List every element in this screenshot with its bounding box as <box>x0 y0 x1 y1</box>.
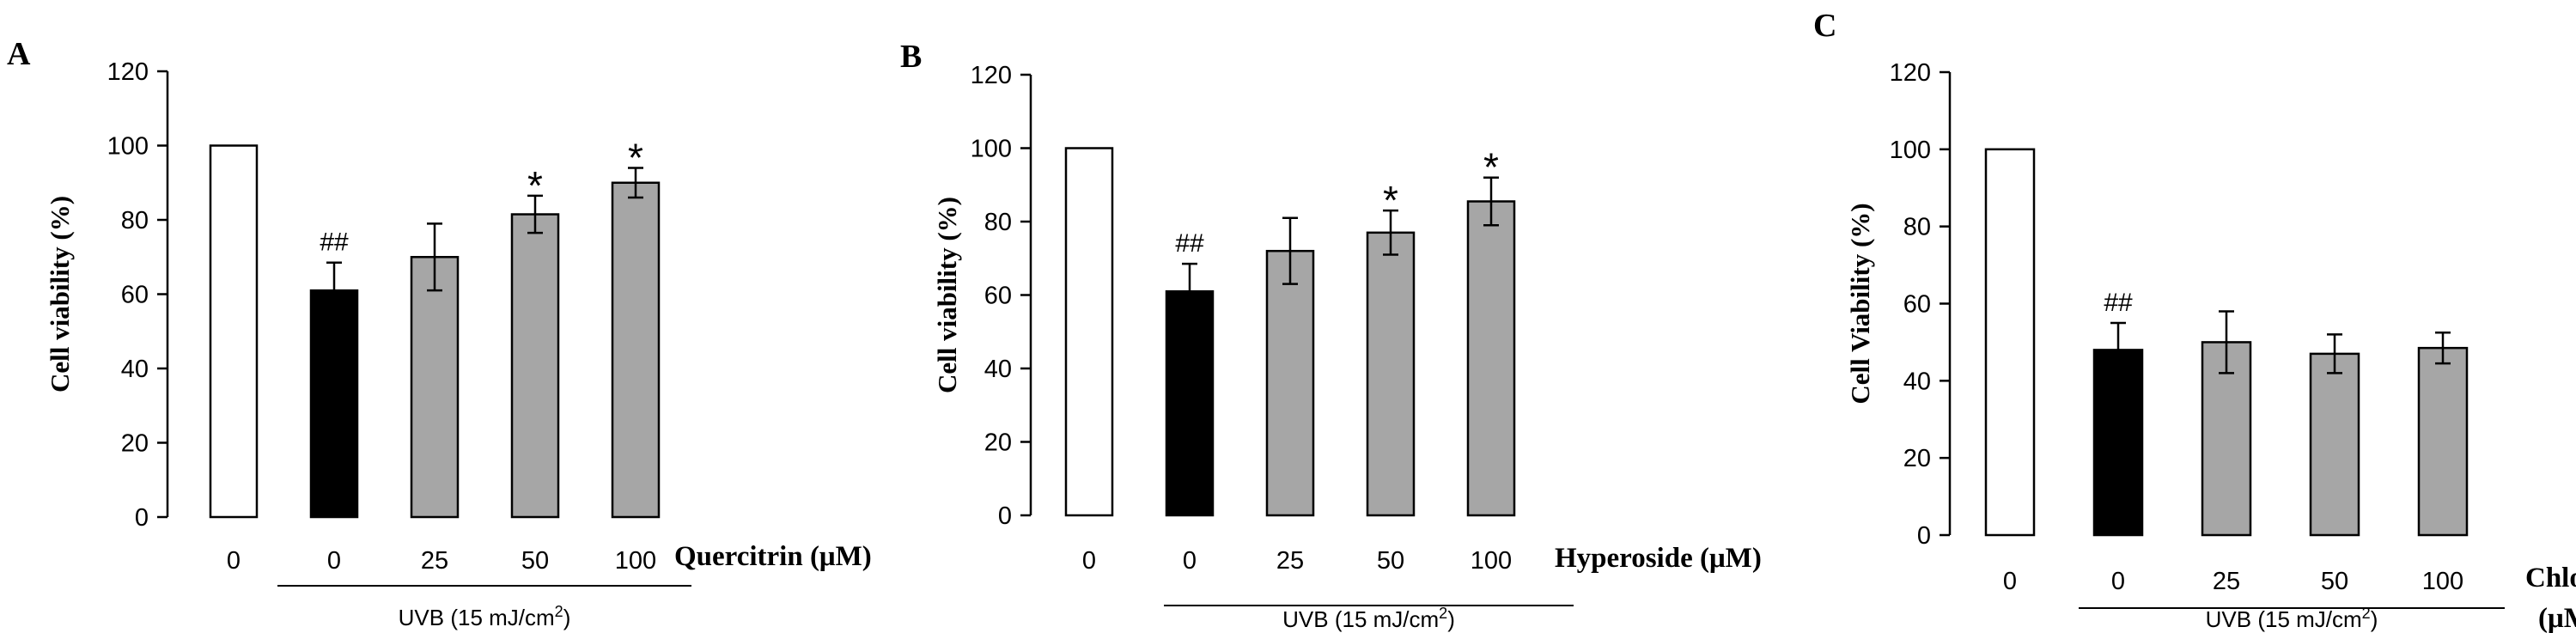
y-tick-label: 100 <box>1890 137 1931 164</box>
y-tick-label: 20 <box>121 430 149 458</box>
y-tick-label: 100 <box>107 133 149 161</box>
y-tick-label: 80 <box>121 207 149 234</box>
panel-letter-c: C <box>1813 8 1836 44</box>
x-tick-label: 50 <box>2321 568 2348 595</box>
panel-letter-a: A <box>7 36 31 72</box>
x-axis-label-line2: (μM) <box>2538 603 2576 633</box>
bar <box>2417 346 2469 537</box>
x-tick-label: 25 <box>421 547 448 575</box>
x-tick-label: 100 <box>615 547 656 575</box>
x-tick-label: 25 <box>2213 568 2240 595</box>
bar <box>410 256 460 519</box>
significance-marker: * <box>628 135 643 180</box>
bar <box>2092 349 2144 537</box>
y-axis-label: Cell viability (%) <box>45 196 75 393</box>
significance-marker: * <box>527 163 543 208</box>
y-axis-label: Cell viability (%) <box>932 197 962 393</box>
panel-c: C 0 20 40 60 80 100 120 Cell Viability (%) 0 ## 0 25… <box>1813 8 2576 633</box>
bar <box>309 289 359 519</box>
y-tick-label: 40 <box>121 356 149 383</box>
y-tick-label: 60 <box>121 282 149 309</box>
y-tick-label: 80 <box>1903 214 1931 241</box>
panel-b: B 0 20 40 60 80 100 120 Cell viability (%) 0 ## 0 25… <box>900 39 1762 632</box>
bar <box>209 144 259 519</box>
y-tick-label: 60 <box>984 283 1012 310</box>
group-label: UVB (15 mJ/cm2) <box>2206 605 2378 632</box>
x-axis-label-line1: Chlorogenic Acid <box>2525 563 2576 593</box>
bar <box>1064 147 1114 517</box>
y-axis-label: Cell Viability (%) <box>1845 203 1875 404</box>
panel-letter-b: B <box>900 39 922 75</box>
y-tick-label: 120 <box>971 62 1012 89</box>
panel-a: A 0 20 40 60 80 100 120 Cell viability (%) 0 ## 0 25… <box>7 36 872 630</box>
x-tick-label: 0 <box>1183 547 1197 575</box>
x-tick-label: 100 <box>2422 568 2463 595</box>
y-tick-label: 40 <box>1903 368 1931 395</box>
x-tick-label: 0 <box>327 547 341 575</box>
y-tick-label: 120 <box>1890 59 1931 87</box>
significance-marker: ## <box>320 228 349 257</box>
group-label: UVB (15 mJ/cm2) <box>399 603 571 630</box>
x-tick-label: 0 <box>2111 568 2125 595</box>
bar <box>1165 289 1215 517</box>
x-tick-label: 25 <box>1276 547 1304 575</box>
x-tick-label: 100 <box>1471 547 1512 575</box>
bar <box>2309 352 2360 537</box>
bar <box>1984 148 2036 537</box>
significance-marker: ## <box>2104 289 2133 317</box>
significance-marker: * <box>1483 145 1499 190</box>
x-tick-label: 50 <box>1377 547 1404 575</box>
x-axis-label: Hyperoside (μM) <box>1555 543 1762 574</box>
bar <box>2201 341 2252 537</box>
y-tick-label: 0 <box>1917 522 1931 550</box>
x-tick-label: 50 <box>521 547 549 575</box>
bar <box>611 181 661 519</box>
y-tick-label: 80 <box>984 209 1012 236</box>
x-tick-label: 0 <box>1082 547 1096 575</box>
y-tick-label: 0 <box>135 504 149 532</box>
bar <box>1366 231 1416 517</box>
y-tick-label: 120 <box>107 58 149 86</box>
y-tick-label: 20 <box>1903 445 1931 472</box>
y-tick-label: 60 <box>1903 291 1931 319</box>
significance-marker: * <box>1383 178 1398 222</box>
y-tick-label: 100 <box>971 136 1012 163</box>
significance-marker: ## <box>1175 229 1204 258</box>
x-tick-label: 0 <box>2003 568 2017 595</box>
y-tick-label: 40 <box>984 356 1012 383</box>
group-label: UVB (15 mJ/cm2) <box>1282 605 1455 632</box>
y-tick-label: 20 <box>984 429 1012 457</box>
bar <box>1466 200 1516 517</box>
y-tick-label: 0 <box>998 502 1012 530</box>
bar <box>1265 249 1315 517</box>
x-axis-label: Quercitrin (μM) <box>674 541 872 572</box>
x-tick-label: 0 <box>227 547 241 575</box>
bar <box>510 213 560 519</box>
